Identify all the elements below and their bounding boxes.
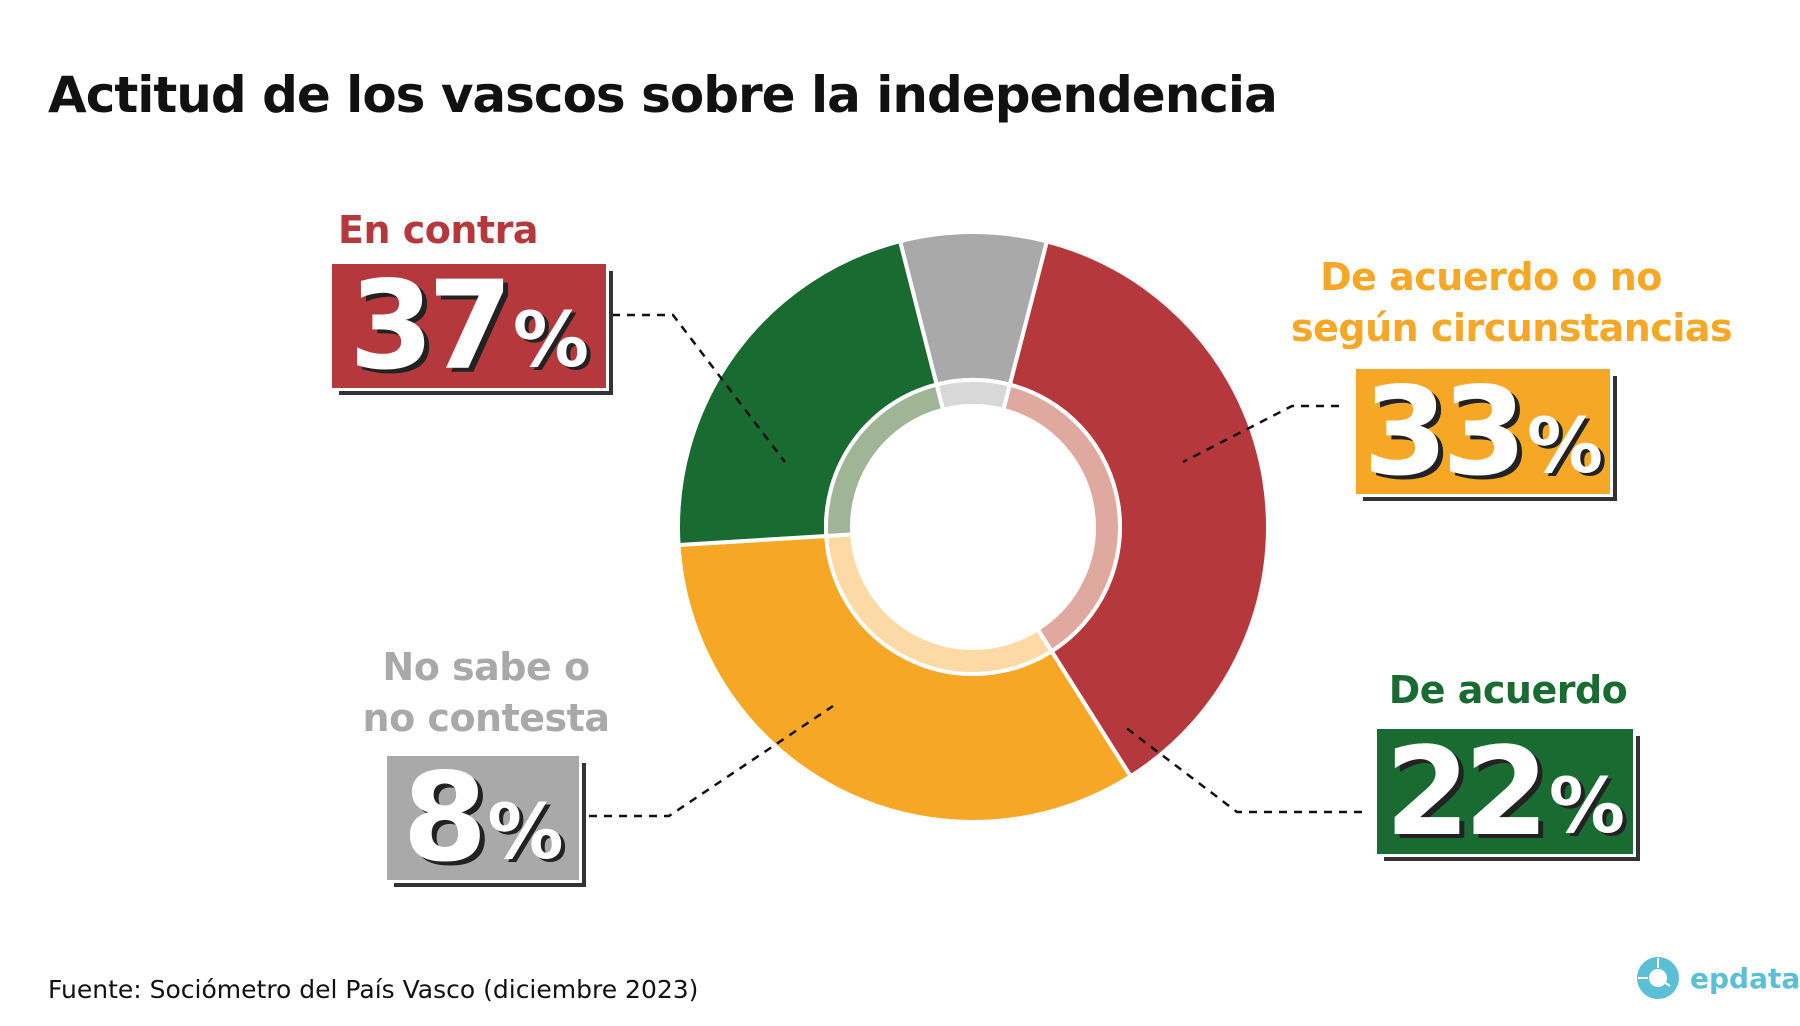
leader-line-de-acuerdo-o-no xyxy=(1182,404,1339,464)
value-percent: % xyxy=(487,787,564,876)
leader-line-de-acuerdo xyxy=(1124,726,1362,814)
value-box-en-contra: 37% xyxy=(332,264,606,388)
value-number: 33 xyxy=(1363,360,1527,503)
chart-title: Actitud de los vascos sobre la independe… xyxy=(48,66,1278,124)
slice-de-acuerdo xyxy=(676,238,940,548)
slice-de-acuerdo-o-no xyxy=(676,533,1134,824)
value-percent: % xyxy=(1548,760,1625,850)
value-number: 8 xyxy=(402,747,487,889)
label-en-contra: En contra xyxy=(338,208,538,252)
leader-line-no-sabe xyxy=(589,704,834,818)
source-note: Fuente: Sociómetro del País Vasco (dicie… xyxy=(48,975,699,1004)
value-box-de-acuerdo: 22% xyxy=(1377,729,1633,854)
leader-line-en-contra xyxy=(612,313,786,463)
value-number: 22 xyxy=(1385,720,1549,863)
value-box-de-acuerdo-o-no: 33% xyxy=(1356,369,1610,494)
value-number: 37 xyxy=(349,255,513,397)
inner-ring-no-sabe xyxy=(934,378,1013,413)
epdata-donut-icon xyxy=(1637,957,1679,999)
label-line: De acuerdo o no xyxy=(1320,255,1662,299)
logo-text: epdata xyxy=(1690,961,1800,995)
label-line: No sabe o xyxy=(382,645,590,689)
value-box-no-sabe: 8% xyxy=(387,756,579,880)
label-line: no contesta xyxy=(362,696,610,740)
epdata-logo: epdata xyxy=(1636,956,1800,1000)
label-de-acuerdo: De acuerdo xyxy=(1388,668,1628,712)
label-no-sabe: No sabe o no contesta xyxy=(336,642,636,744)
label-line: según circunstancias xyxy=(1291,306,1733,350)
value-percent: % xyxy=(512,295,589,384)
value-percent: % xyxy=(1526,400,1603,490)
label-de-acuerdo-o-no: De acuerdo o no según circunstancias xyxy=(1291,252,1733,354)
